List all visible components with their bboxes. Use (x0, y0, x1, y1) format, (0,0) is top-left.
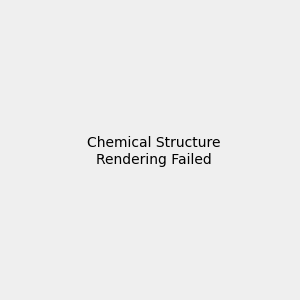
Text: Chemical Structure
Rendering Failed: Chemical Structure Rendering Failed (87, 136, 220, 166)
